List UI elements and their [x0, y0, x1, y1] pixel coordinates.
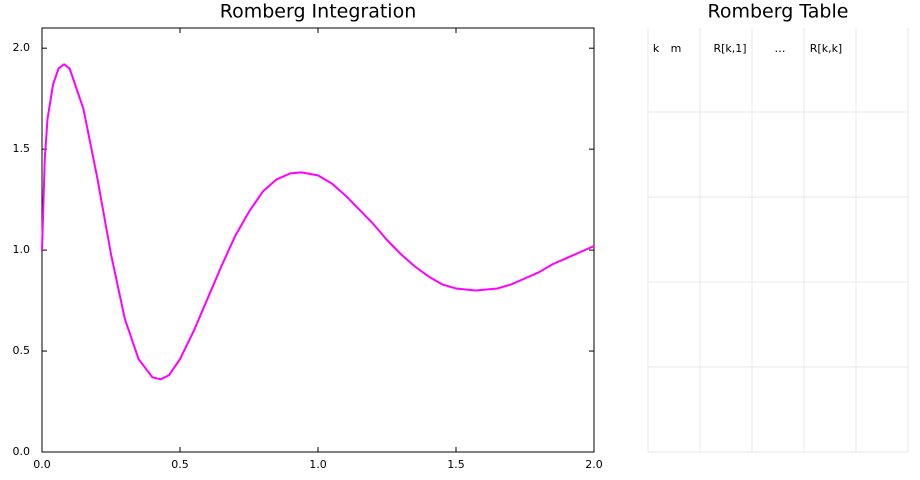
line [41, 63, 595, 381]
table-header: m [671, 42, 682, 55]
x-tick-label: 0.5 [171, 458, 189, 471]
plot-frame [41, 27, 595, 453]
y-tick-label: 2.0 [13, 41, 31, 54]
x-tick-label: 1.0 [309, 458, 327, 471]
table-header: k [653, 42, 660, 55]
y-tick-label: 1.0 [13, 243, 31, 256]
x-tick-label: 1.5 [447, 458, 465, 471]
table-header: R[k,k] [810, 42, 842, 55]
table-title: Romberg Table [708, 1, 849, 23]
y-tick-label: 0.0 [13, 445, 31, 458]
y-tick-label: 0.5 [13, 344, 31, 357]
chart-title: Romberg Integration [220, 1, 417, 23]
table-grid [647, 28, 909, 453]
table-header: R[k,1] [713, 42, 746, 55]
x-tick-label: 0.0 [33, 458, 51, 471]
table-header: … [775, 42, 786, 55]
y-tick-label: 1.5 [13, 142, 31, 155]
x-tick-label: 2.0 [585, 458, 603, 471]
